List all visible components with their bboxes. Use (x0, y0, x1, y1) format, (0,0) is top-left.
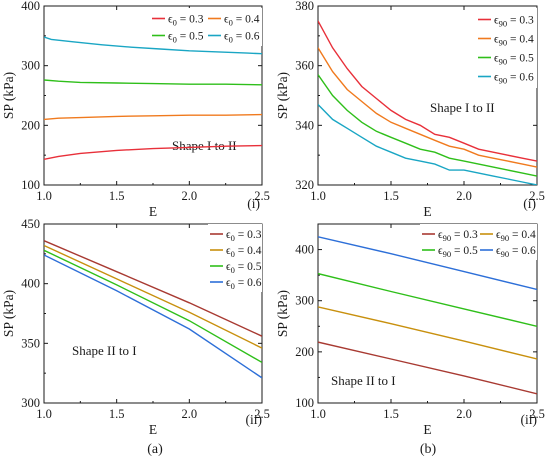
y-tick-label: 400 (21, 0, 40, 13)
caption-b: (b) (420, 442, 437, 457)
y-axis-label: SP (kPa) (275, 72, 290, 119)
series-line-1 (318, 306, 537, 360)
legend-entry-2-label: ϵ0 = 0.5 (226, 261, 262, 275)
legend-entry-3-label: ϵ0 = 0.6 (224, 31, 260, 45)
y-tick-label: 300 (295, 294, 314, 308)
legend: ϵ0 = 0.3 ϵ0 = 0.4 ϵ0 = 0.5 ϵ0 = 0.6 (150, 8, 262, 46)
series-line-0 (44, 240, 262, 337)
panel-tag: (i) (523, 196, 536, 211)
y-tick-label: 300 (21, 396, 40, 410)
legend-box (476, 8, 537, 88)
chart-annotation: Shape II to I (72, 343, 137, 358)
x-tick-label: 2.5 (254, 407, 270, 421)
y-tick-label: 400 (21, 277, 40, 291)
panel-tag: (ii) (246, 412, 263, 427)
panels: 1.0 1.5 2.0 2.5 100 200 300 400 E SP (kPa) (i) Shap… (1, 0, 545, 437)
x-tick-label: 1.0 (36, 407, 52, 421)
series-line-0 (318, 20, 537, 162)
legend-box (208, 224, 262, 292)
y-tick-label: 380 (295, 0, 314, 13)
series-line-3 (44, 254, 262, 379)
chart-b-i: 1.0 1.5 2.0 2.5 320 340 360 380 E SP (kPa) (i) Shap… (275, 0, 545, 219)
x-tick-label: 1.0 (310, 407, 326, 421)
x-tick-label: 2.0 (182, 189, 198, 203)
panel-tag: (i) (247, 196, 260, 211)
series-line-1 (44, 244, 262, 349)
x-tick-label: 1.5 (109, 189, 125, 203)
legend-entry-3-label: ϵ0 = 0.6 (226, 277, 262, 291)
series-line-0 (318, 341, 537, 395)
y-tick-label: 450 (21, 217, 40, 231)
legend-entry-3-label: ϵ90 = 0.6 (496, 245, 536, 259)
series-line-3 (318, 236, 537, 291)
y-axis-label: SP (kPa) (275, 290, 290, 337)
series-line-1 (44, 113, 262, 121)
legend-box (420, 224, 537, 260)
caption-a: (a) (147, 442, 163, 457)
legend-entry-3-label: ϵ90 = 0.6 (494, 72, 534, 86)
x-axis-label: E (149, 422, 157, 437)
legend-entry-0-label: ϵ90 = 0.3 (494, 15, 534, 29)
chart-annotation: Shape I to II (172, 138, 237, 153)
x-axis-label: E (149, 204, 157, 219)
legend-entry-1-label: ϵ0 = 0.4 (224, 14, 260, 28)
y-axis-label: SP (kPa) (1, 72, 16, 119)
y-tick-label: 350 (21, 336, 40, 350)
series-line-2 (318, 272, 537, 327)
y-tick-label: 300 (21, 59, 40, 73)
x-axis-label: E (423, 422, 431, 437)
x-tick-label: 1.5 (109, 407, 125, 421)
x-tick-label: 2.0 (456, 407, 472, 421)
chart-a-ii: 1.0 1.5 2.0 2.5 300 350 400 450 E SP (kPa) (ii) Sha… (1, 217, 270, 437)
legend-entry-1-label: ϵ90 = 0.4 (494, 34, 534, 48)
x-tick-label: 1.0 (310, 189, 326, 203)
y-tick-label: 200 (295, 345, 314, 359)
legend-box (150, 8, 262, 46)
x-tick-label: 1.5 (383, 189, 399, 203)
chart-b-ii: 1.0 1.5 2.0 2.5 100 200 300 400 E SP (kPa) (ii) Sha… (275, 223, 545, 437)
legend: ϵ90 = 0.3 ϵ90 = 0.4 ϵ90 = 0.5 ϵ90 = 0.6 (420, 224, 537, 260)
legend: ϵ0 = 0.3 ϵ0 = 0.4 ϵ0 = 0.5 ϵ0 = 0.6 (208, 224, 262, 292)
x-tick-label: 1.0 (36, 189, 52, 203)
legend-entry-2-label: ϵ90 = 0.5 (494, 53, 534, 67)
legend-entry-0-label: ϵ0 = 0.3 (168, 14, 204, 28)
x-tick-label: 2.5 (529, 189, 545, 203)
series-line-2 (44, 249, 262, 364)
legend-entry-0-label: ϵ90 = 0.3 (438, 229, 478, 243)
series-line-1 (318, 47, 537, 168)
legend-entry-1-label: ϵ0 = 0.4 (226, 245, 262, 259)
x-tick-label: 2.0 (456, 189, 472, 203)
y-tick-label: 320 (295, 178, 314, 192)
series-line-0 (44, 144, 262, 160)
y-tick-label: 400 (295, 243, 314, 257)
chart-a-i: 1.0 1.5 2.0 2.5 100 200 300 400 E SP (kPa) (i) Shap… (1, 0, 270, 219)
y-tick-label: 200 (21, 118, 40, 132)
legend-entry-1-label: ϵ90 = 0.4 (496, 229, 536, 243)
series-line-2 (44, 79, 262, 86)
x-axis-label: E (423, 204, 431, 219)
x-tick-label: 2.5 (254, 189, 270, 203)
legend-entry-0-label: ϵ0 = 0.3 (226, 229, 262, 243)
x-tick-label: 1.5 (383, 407, 399, 421)
y-tick-label: 340 (295, 118, 314, 132)
legend: ϵ90 = 0.3 ϵ90 = 0.4 ϵ90 = 0.5 ϵ90 = 0.6 (476, 8, 537, 88)
series-line-3 (44, 36, 262, 55)
y-tick-label: 100 (295, 396, 314, 410)
legend-entry-2-label: ϵ90 = 0.5 (438, 245, 478, 259)
series-line-2 (318, 74, 537, 177)
chart-annotation: Shape II to I (331, 373, 396, 388)
x-tick-label: 2.0 (182, 407, 198, 421)
x-tick-label: 2.5 (529, 407, 545, 421)
panel-tag: (ii) (521, 412, 538, 427)
series-line-3 (318, 104, 537, 185)
legend-entry-2-label: ϵ0 = 0.5 (168, 31, 204, 45)
chart-annotation: Shape I to II (430, 100, 495, 115)
y-tick-label: 360 (295, 59, 314, 73)
y-axis-label: SP (kPa) (1, 290, 16, 337)
y-tick-label: 100 (21, 178, 40, 192)
